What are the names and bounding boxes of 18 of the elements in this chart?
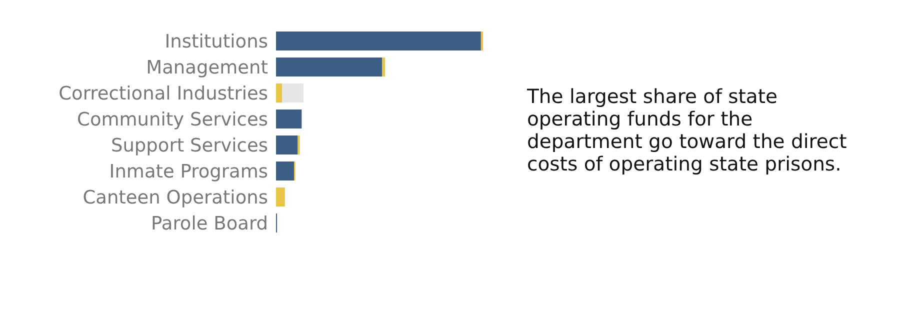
bar [276,110,302,128]
y-tick-label: Parole Board [151,213,268,234]
bar [282,84,304,102]
y-tick-label: Support Services [110,135,268,156]
bar [276,84,282,102]
bar [276,58,382,76]
bar [382,58,386,76]
y-tick-label: Inmate Programs [109,161,268,182]
y-tick-label: Management [146,57,268,78]
bar [276,32,481,50]
y-tick-label: Community Services [77,109,268,130]
text: The largest share of state operating funds for the department go toward the direct costs of operating state prisons. [526,85,848,176]
y-tick-label: Correctional Industries [58,83,268,104]
y-tick-label: Institutions [164,31,268,52]
bar [276,136,298,154]
bar [276,188,285,206]
y-tick-label: Canteen Operations [82,187,268,208]
bar [276,162,294,180]
